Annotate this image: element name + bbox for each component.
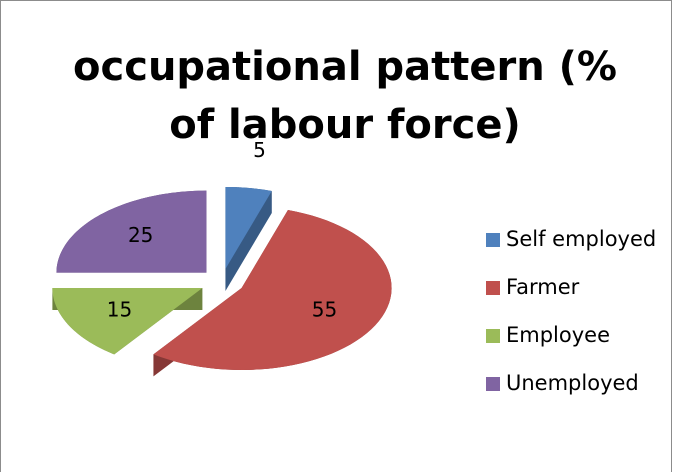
slice-top [153,210,392,370]
data-label: 25 [128,223,153,247]
data-label: 5 [253,138,266,162]
legend-swatch [486,233,500,247]
data-label: 55 [312,298,337,322]
pie-slice [153,210,392,392]
legend-label: Employee [506,323,610,347]
pie-slice [225,186,272,291]
legend-label: Unemployed [506,371,639,395]
slice-top [225,186,272,269]
data-label: 15 [107,298,132,322]
slice-top [52,287,203,355]
legend-label: Self employed [506,227,656,251]
legend-swatch [486,377,500,391]
legend-swatch [486,329,500,343]
pie-slice [56,190,207,295]
legend-label: Farmer [506,275,580,299]
slice-top [56,190,207,273]
pie-slice [52,287,203,377]
chart-title: occupational pattern (% of labour force) [73,44,617,148]
legend-swatch [486,281,500,295]
